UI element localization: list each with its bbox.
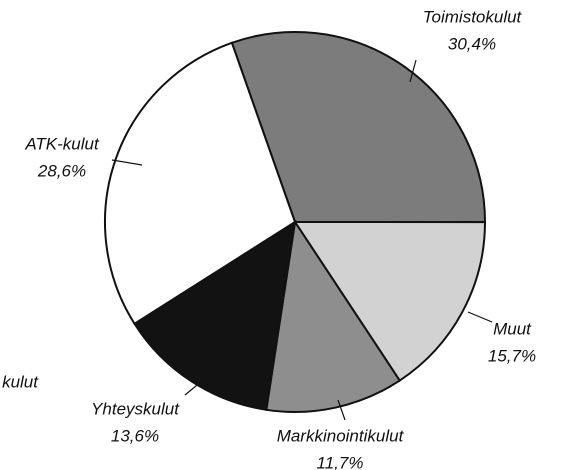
- leader-line: [409, 59, 417, 83]
- value-label: 13,6%: [111, 426, 159, 445]
- pie-slice: [265, 219, 402, 413]
- leader-line: [184, 375, 209, 396]
- slice-label: ATK-kulut: [24, 134, 100, 153]
- slice-label: Muut: [493, 319, 532, 338]
- value-label: 30,4%: [448, 34, 496, 53]
- leader-line: [337, 399, 346, 421]
- leader-line: [467, 311, 493, 323]
- leader-line: [111, 159, 143, 166]
- slice-label: Markkinointikulut: [277, 426, 405, 445]
- value-label: 15,7%: [488, 346, 536, 365]
- slice-label: Toimistokulut: [423, 7, 523, 26]
- pie-slice: [230, 31, 487, 224]
- annotation: kulut: [2, 372, 39, 391]
- pie-slice: [133, 219, 297, 411]
- pie-slice: [104, 41, 297, 326]
- value-label: 11,7%: [317, 453, 364, 470]
- pie-slice: [293, 220, 487, 382]
- value-label: 28,6%: [37, 161, 86, 180]
- slice-label: Yhteyskulut: [91, 399, 180, 418]
